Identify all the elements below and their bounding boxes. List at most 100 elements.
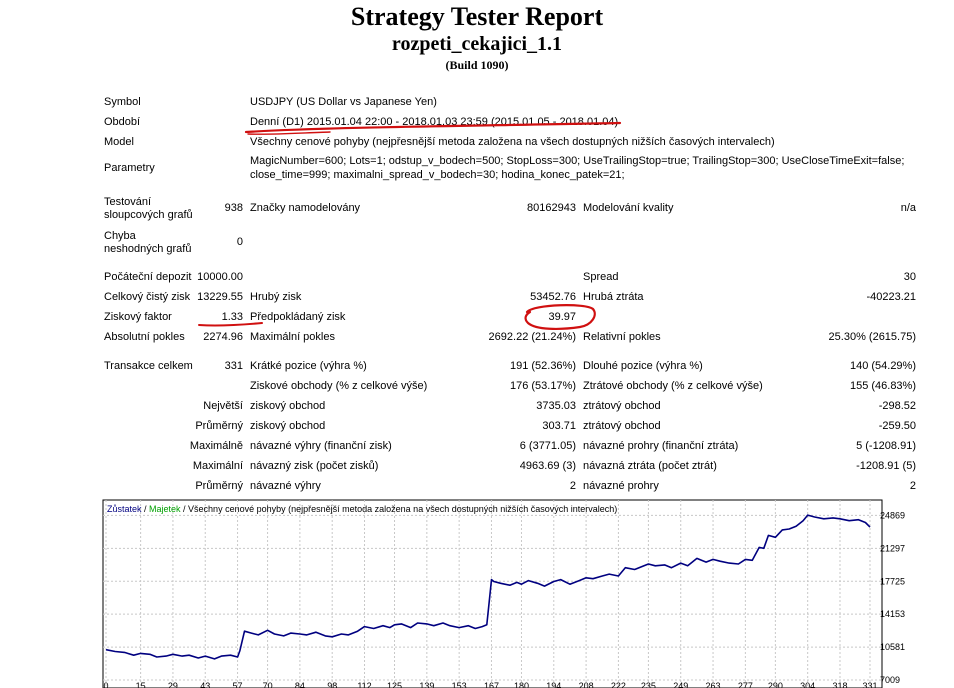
max-drawdown-value: 2692.22 (21.24%) xyxy=(488,331,576,343)
mismatch-label-2: neshodných grafů xyxy=(104,243,192,255)
x-tick-label: 15 xyxy=(136,681,146,688)
mismatch-label-1: Chyba xyxy=(104,230,136,242)
max-drawdown-label: Maximální pokles xyxy=(250,331,335,343)
average-label: Průměrný xyxy=(195,420,243,432)
loss-trades-label: Ztrátové obchody (% z celkové výše) xyxy=(583,380,763,392)
x-tick-label: 277 xyxy=(738,681,753,688)
x-tick-label: 0 xyxy=(103,681,108,688)
legend-description: / Všechny cenové pohyby (nejpřesnější me… xyxy=(181,504,618,514)
net-profit-label: Celkový čistý zisk xyxy=(104,291,191,303)
profit-trades-label: Ziskové obchody (% z celkové výše) xyxy=(250,380,428,392)
x-tick-label: 180 xyxy=(514,681,529,688)
avg-wins-label: návazné výhry xyxy=(250,480,321,492)
tested-bars-label-1: Testování xyxy=(104,196,152,208)
abs-drawdown-label: Absolutní pokles xyxy=(104,331,185,343)
x-tick-label: 208 xyxy=(579,681,594,688)
average-loss-label: ztrátový obchod xyxy=(583,420,661,432)
net-profit-value: 13229.55 xyxy=(197,291,243,303)
legend-balance: Zůstatek xyxy=(107,504,142,514)
loss-trades-value: 155 (46.83%) xyxy=(849,380,916,392)
x-tick-label: 263 xyxy=(706,681,721,688)
maximal-profit-label: návazný zisk (počet zisků) xyxy=(250,460,379,472)
largest-profit-value: 3735.03 xyxy=(536,400,576,412)
x-tick-label: 222 xyxy=(611,681,626,688)
period-label: Období xyxy=(104,116,141,128)
legend-sep: / xyxy=(142,504,150,514)
largest-loss-value: -298.52 xyxy=(878,400,916,412)
y-axis-ticks: 24869 21297 17725 14153 10581 7009 xyxy=(880,510,905,685)
x-tick-label: 125 xyxy=(387,681,402,688)
quality-value: n/a xyxy=(900,202,916,214)
chart-grid xyxy=(103,500,882,688)
x-axis-ticks: 0 15 29 43 57 70 84 98 112 125 139 153 167 180 194 208 2… xyxy=(103,681,877,688)
report-title: Strategy Tester Report xyxy=(350,2,604,31)
profit-trades-value: 176 (53.17%) xyxy=(509,380,576,392)
long-positions-value: 140 (54.29%) xyxy=(849,360,916,372)
rel-drawdown-value: 25.30% (2615.75) xyxy=(828,331,916,343)
spread-label: Spread xyxy=(583,271,619,283)
x-tick-label: 57 xyxy=(233,681,243,688)
x-tick-label: 304 xyxy=(800,681,815,688)
maximal-loss-label: návazná ztráta (počet ztrát) xyxy=(583,460,717,472)
abs-drawdown-value: 2274.96 xyxy=(203,331,243,343)
short-positions-value: 191 (52.36%) xyxy=(509,360,576,372)
spread-value: 30 xyxy=(903,271,916,283)
x-tick-label: 84 xyxy=(295,681,305,688)
rel-drawdown-label: Relativní pokles xyxy=(583,331,661,343)
y-tick-label: 17725 xyxy=(880,576,905,586)
max-wins-value: 6 (3771.05) xyxy=(519,440,576,452)
average-profit-value: 303.71 xyxy=(542,420,576,432)
average-profit-label: ziskový obchod xyxy=(250,420,326,432)
avg-consecutive-label: Průměrný xyxy=(195,480,243,492)
total-trades-value: 331 xyxy=(224,360,243,372)
profit-factor-label: Ziskový faktor xyxy=(104,311,172,323)
build-label: (Build 1090) xyxy=(445,58,509,72)
tested-bars-value: 938 xyxy=(224,202,243,214)
max-losses-label: návazné prohry (finanční ztráta) xyxy=(583,440,739,452)
x-tick-label: 98 xyxy=(327,681,337,688)
max-consecutive-label: Maximálně xyxy=(189,440,243,452)
avg-losses-value: 2 xyxy=(909,480,916,492)
expected-payoff-label: Předpokládaný zisk xyxy=(250,311,346,323)
params-line-1: MagicNumber=600; Lots=1; odstup_v_bodech… xyxy=(250,155,905,167)
total-trades-label: Transakce celkem xyxy=(104,360,193,372)
max-losses-value: 5 (-1208.91) xyxy=(856,440,916,452)
model-label: Model xyxy=(104,136,134,148)
y-tick-label: 24869 xyxy=(880,510,905,520)
x-tick-label: 318 xyxy=(832,681,847,688)
model-value: Všechny cenové pohyby (nejpřesnější meto… xyxy=(250,136,775,148)
initial-deposit-label: Počáteční depozit xyxy=(104,271,192,283)
maximal-loss-value: -1208.91 (5) xyxy=(856,460,916,472)
symbol-label: Symbol xyxy=(104,96,141,108)
x-tick-label: 112 xyxy=(357,681,371,688)
x-tick-label: 70 xyxy=(263,681,273,688)
largest-loss-label: ztrátový obchod xyxy=(583,400,661,412)
x-tick-label: 167 xyxy=(484,681,499,688)
gross-loss-value: -40223.21 xyxy=(866,291,916,303)
avg-wins-value: 2 xyxy=(569,480,576,492)
ticks-value: 80162943 xyxy=(527,202,576,214)
x-tick-label: 290 xyxy=(768,681,783,688)
x-tick-label: 153 xyxy=(452,681,467,688)
initial-deposit-value: 10000.00 xyxy=(197,271,243,283)
quality-label: Modelování kvality xyxy=(583,202,674,214)
maximal-consecutive-label: Maximální xyxy=(192,460,243,472)
x-tick-label: 43 xyxy=(200,681,210,688)
largest-profit-label: ziskový obchod xyxy=(250,400,326,412)
max-wins-label: návazné výhry (finanční zisk) xyxy=(250,440,392,452)
symbol-value: USDJPY (US Dollar vs Japanese Yen) xyxy=(250,96,437,108)
ticks-label: Značky namodelovány xyxy=(250,202,361,214)
y-tick-label: 14153 xyxy=(880,609,905,619)
balance-line xyxy=(105,514,871,660)
y-tick-label: 7009 xyxy=(880,675,900,685)
x-tick-label: 249 xyxy=(673,681,688,688)
legend-equity: Majetek xyxy=(149,504,181,514)
x-tick-label: 194 xyxy=(546,681,561,688)
short-positions-label: Krátké pozice (výhra %) xyxy=(250,360,367,372)
x-tick-label: 29 xyxy=(168,681,178,688)
gross-loss-label: Hrubá ztráta xyxy=(583,291,644,303)
y-tick-label: 21297 xyxy=(880,543,905,553)
params-label: Parametry xyxy=(104,162,155,174)
gross-profit-label: Hrubý zisk xyxy=(250,291,302,303)
tested-bars-label-2: sloupcových grafů xyxy=(104,209,193,221)
